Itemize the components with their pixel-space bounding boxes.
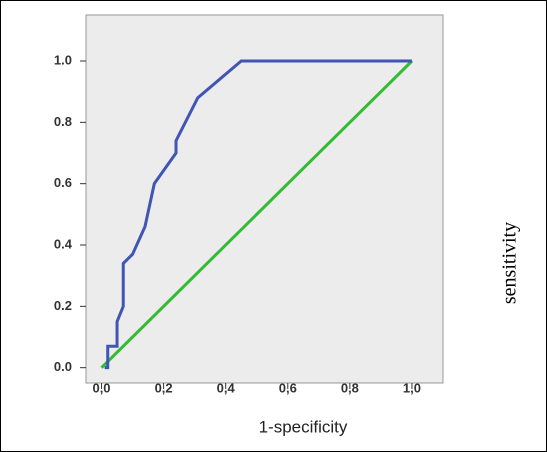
x-tick-label: 0,0 [92, 380, 110, 395]
roc-line [100, 59, 414, 369]
x-tick-label: 0,6 [279, 380, 297, 395]
y-tick-label: 1.0 [54, 52, 72, 67]
y-tick-label: 0.2 [54, 298, 72, 313]
y-tick-label: 0.4 [54, 236, 73, 251]
y-tick-label: 0.8 [54, 114, 72, 129]
y-tick-label: 0.0 [54, 359, 72, 374]
roc-line [104, 59, 412, 370]
y-axis-label: sensitivity [499, 222, 521, 304]
plot-area [85, 14, 444, 384]
x-axis-label: 1-specificity [259, 417, 348, 436]
y-tick-label: 0.6 [54, 175, 72, 190]
x-tick-label: 1,0 [403, 380, 421, 395]
x-tick-label: 0,8 [341, 380, 359, 395]
x-tick-label: 0,2 [155, 380, 173, 395]
x-tick-label: 0,4 [217, 380, 236, 395]
